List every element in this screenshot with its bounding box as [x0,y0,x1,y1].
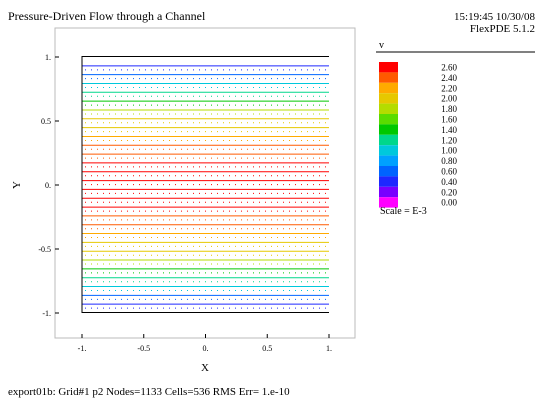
chart-title: Pressure-Driven Flow through a Channel [8,9,206,23]
legend-level-label: 0.60 [441,167,457,177]
legend-swatch [379,114,398,125]
legend-level-label: 2.60 [441,63,457,73]
legend-level-label: 2.40 [441,73,457,83]
legend-swatch [379,72,398,83]
legend-swatch [379,186,398,198]
y-tick-label: -1. [42,309,51,318]
legend-swatch [379,176,398,187]
legend-swatch [379,103,398,114]
legend-level-label: 1.20 [441,135,457,145]
legend-level-label: 1.80 [441,104,457,114]
legend-level-label: 0.00 [441,198,457,208]
legend-level-label: 0.20 [441,187,457,197]
legend: v 2.602.402.202.001.801.601.401.201.000.… [376,40,535,217]
y-axis: 1. 0.5 0. -0.5 -1. [38,53,59,318]
x-tick-label: 0. [203,344,209,353]
legend-swatch [379,166,398,177]
legend-level-label: 0.80 [441,156,457,166]
legend-level-label: 2.00 [441,94,457,104]
legend-level-label: 1.00 [441,146,457,156]
legend-scale: Scale = E-3 [380,206,427,217]
contour-lines [82,65,329,309]
legend-swatch [379,62,398,73]
x-tick-label: -0.5 [137,344,150,353]
y-tick-label: 0.5 [41,117,51,126]
x-tick-label: 1. [326,344,332,353]
x-tick-label: 0.5 [262,344,272,353]
timestamp: 15:19:45 10/30/08 [454,11,535,23]
legend-variable: v [379,40,384,51]
legend-level-label: 1.60 [441,115,457,125]
y-axis-label: Y [11,181,23,189]
legend-swatch [379,134,398,146]
legend-swatch [379,93,398,104]
legend-level-label: 0.40 [441,177,457,187]
legend-swatch [379,155,398,166]
x-tick-label: -1. [78,344,87,353]
x-axis-label: X [201,362,209,374]
legend-swatch [379,145,398,156]
legend-level-label: 1.40 [441,125,457,135]
legend-level-label: 2.20 [441,83,457,93]
y-tick-label: 0. [45,181,51,190]
legend-swatch [379,82,398,94]
y-tick-label: -0.5 [38,245,51,254]
y-tick-label: 1. [45,53,51,62]
legend-swatch [379,197,398,208]
software-version: FlexPDE 5.1.2 [470,23,535,35]
x-axis: -1. -0.5 0. 0.5 1. [78,334,332,353]
legend-swatch [379,124,398,135]
footer-status: export01b: Grid#1 p2 Nodes=1133 Cells=53… [8,386,290,398]
